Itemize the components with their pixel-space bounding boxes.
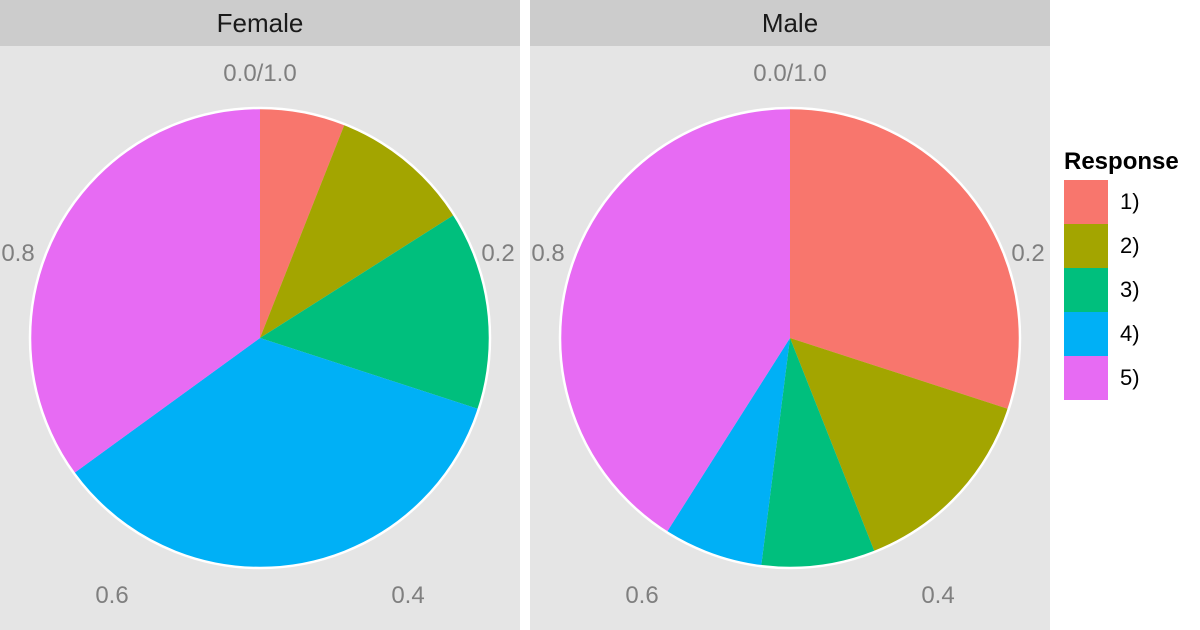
tick-br: 0.4 bbox=[391, 582, 424, 610]
legend: Response 1) 2) 3) 4) 5) bbox=[1064, 148, 1200, 400]
legend-label-1: 1) bbox=[1120, 189, 1140, 215]
tick-left: 0.8 bbox=[1, 240, 34, 268]
tick-top: 0.0/1.0 bbox=[223, 60, 296, 88]
legend-swatch-5 bbox=[1064, 356, 1108, 400]
pie-female bbox=[20, 98, 500, 578]
tick-right: 0.2 bbox=[481, 240, 514, 268]
legend-label-4: 4) bbox=[1120, 321, 1140, 347]
legend-title: Response bbox=[1064, 148, 1200, 176]
facet-male: Male 0.0/1.0 0.2 0.4 0.6 0.8 bbox=[530, 0, 1050, 630]
facet-header-female: Female bbox=[0, 0, 520, 46]
legend-item-3: 3) bbox=[1064, 268, 1200, 312]
legend-swatch-2 bbox=[1064, 224, 1108, 268]
tick-left: 0.8 bbox=[531, 240, 564, 268]
facet-female: Female 0.0/1.0 0.2 0.4 0.6 0.8 bbox=[0, 0, 520, 630]
legend-swatch-1 bbox=[1064, 180, 1108, 224]
legend-item-1: 1) bbox=[1064, 180, 1200, 224]
legend-label-5: 5) bbox=[1120, 365, 1140, 391]
facet-body-male: 0.0/1.0 0.2 0.4 0.6 0.8 bbox=[530, 46, 1050, 630]
legend-item-5: 5) bbox=[1064, 356, 1200, 400]
legend-swatch-3 bbox=[1064, 268, 1108, 312]
tick-right: 0.2 bbox=[1011, 240, 1044, 268]
legend-item-2: 2) bbox=[1064, 224, 1200, 268]
facet-body-female: 0.0/1.0 0.2 0.4 0.6 0.8 bbox=[0, 46, 520, 630]
tick-top: 0.0/1.0 bbox=[753, 60, 826, 88]
tick-bl: 0.6 bbox=[95, 582, 128, 610]
legend-label-2: 2) bbox=[1120, 233, 1140, 259]
tick-br: 0.4 bbox=[921, 582, 954, 610]
tick-bl: 0.6 bbox=[625, 582, 658, 610]
legend-label-3: 3) bbox=[1120, 277, 1140, 303]
pie-male bbox=[550, 98, 1030, 578]
legend-swatch-4 bbox=[1064, 312, 1108, 356]
legend-item-4: 4) bbox=[1064, 312, 1200, 356]
facet-header-male: Male bbox=[530, 0, 1050, 46]
